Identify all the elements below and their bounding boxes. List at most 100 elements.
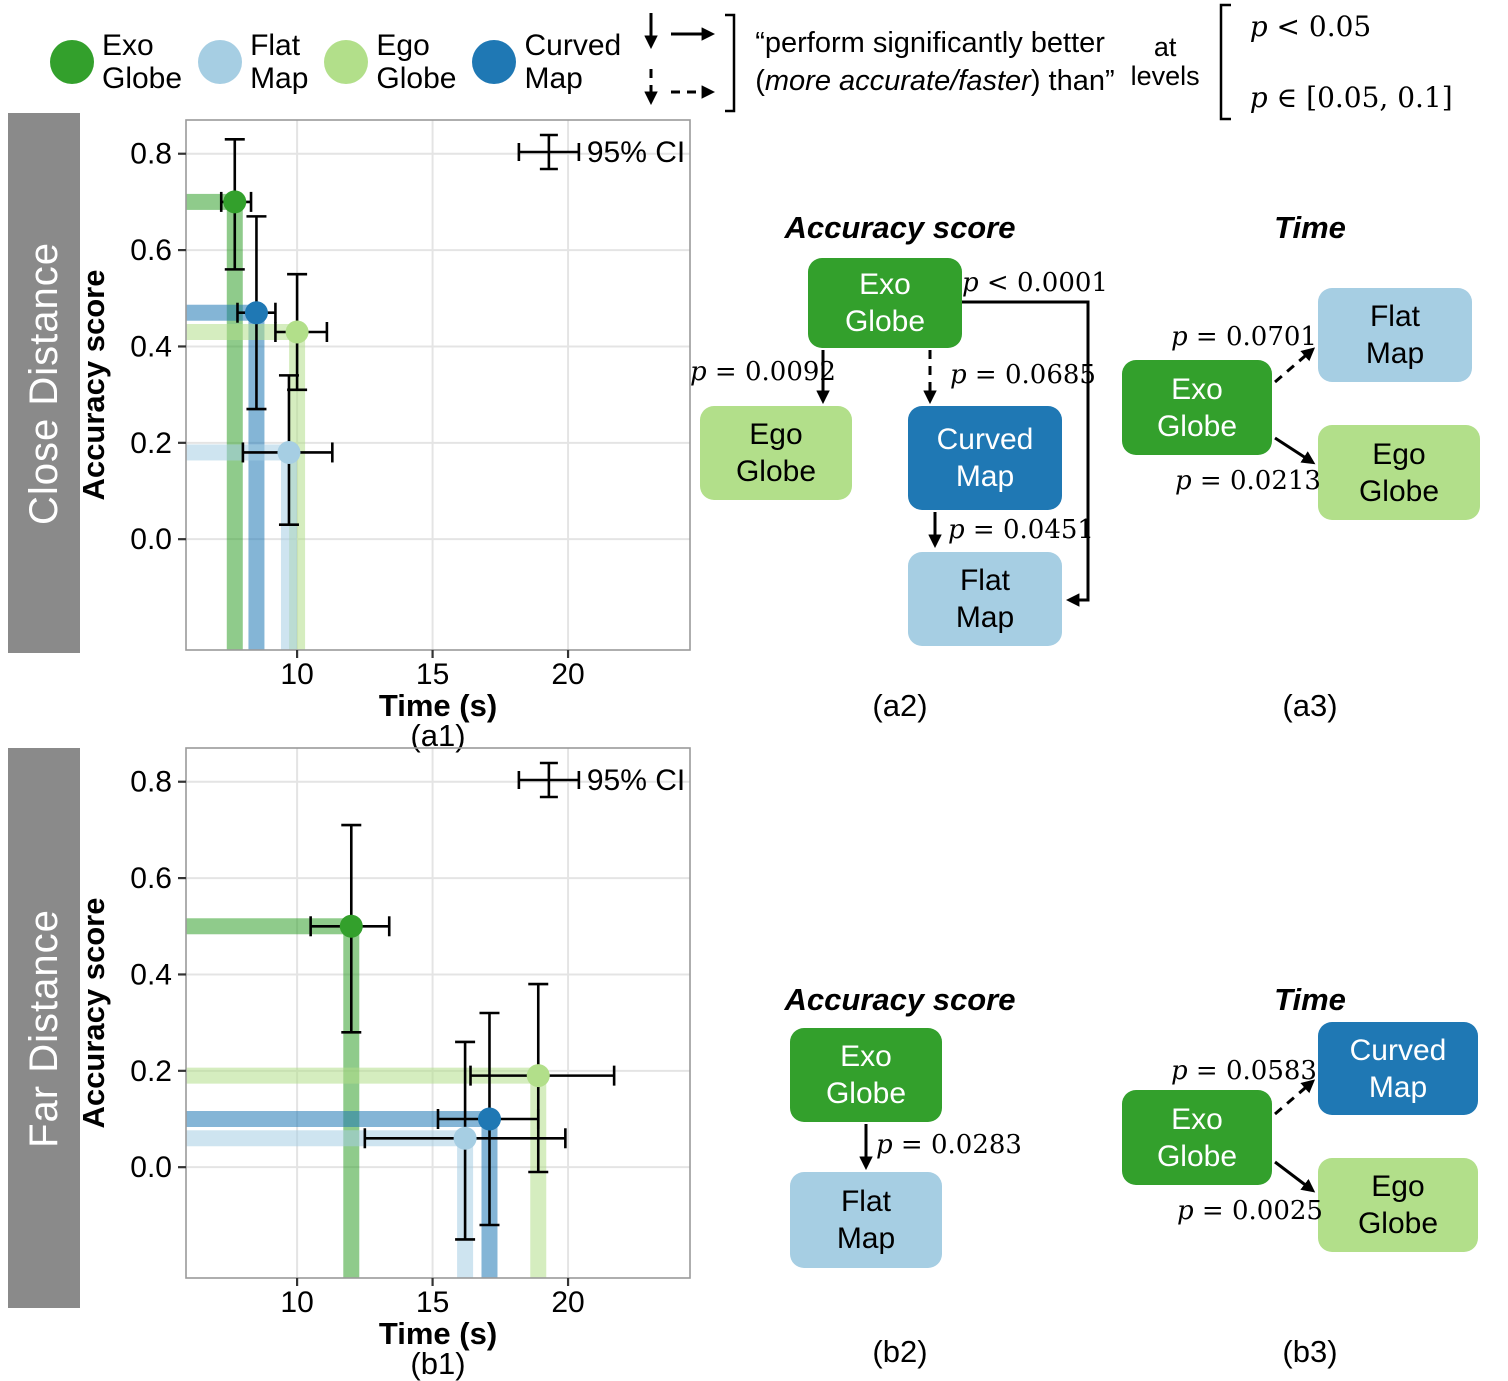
quote-line2-post: ) than” xyxy=(1030,65,1115,97)
legend-label-line: Globe xyxy=(376,62,457,95)
node-label-line: Exo xyxy=(1171,1102,1223,1136)
node-curved-map: Curved Map xyxy=(908,406,1062,510)
node-exo-globe: Exo Globe xyxy=(1122,360,1272,455)
node-flat-map: Flat Map xyxy=(790,1172,942,1268)
svg-text:0.8: 0.8 xyxy=(130,138,172,171)
diagram-time-close: Time Exo Globe Flat Map Ego Globe p = 0.… xyxy=(1115,210,1505,730)
legend-label-line: Globe xyxy=(102,62,183,95)
legend-label: Flat Map xyxy=(250,29,308,95)
p-value-label: p = 0.0583 xyxy=(1171,1056,1317,1086)
node-label-line: Flat xyxy=(959,564,1010,597)
p-value-label: p = 0.0685 xyxy=(950,360,1096,390)
node-label-line: Ego xyxy=(1372,437,1426,471)
svg-text:Time (s): Time (s) xyxy=(379,1316,497,1351)
node-label-line: Exo xyxy=(840,1040,892,1073)
data-point-curved xyxy=(244,301,268,325)
diagram-accuracy-far: Accuracy score Exo Globe Flat Map p = 0.… xyxy=(690,982,1110,1381)
data-point-ego xyxy=(285,320,309,344)
node-label-line: Exo xyxy=(859,268,911,301)
node-label-line: Map xyxy=(955,601,1015,634)
curved-map-swatch-icon xyxy=(472,40,517,84)
diagram-caption: (b2) xyxy=(872,1334,928,1369)
legend-label-line: Map xyxy=(524,62,583,95)
quote-line2-italic: more accurate/faster xyxy=(764,65,1031,97)
svg-text:0.6: 0.6 xyxy=(130,234,172,267)
diagram-title: Accuracy score xyxy=(784,210,1016,245)
node-label-line: Map xyxy=(1365,337,1425,370)
at-levels-label: at levels xyxy=(1131,33,1200,91)
node-label-line: Flat xyxy=(840,1185,891,1218)
legend-label: Ego Globe xyxy=(376,29,456,95)
svg-text:0.8: 0.8 xyxy=(130,766,172,799)
legend-label-line: Map xyxy=(250,62,309,95)
p-value-label: p < 0.0001 xyxy=(962,268,1108,298)
scatter-plot-b1: 10 15 20 0.0 0.2 0.4 0.6 0.8 Time (s) Accuracy sc… xyxy=(76,747,691,1381)
p-value-label: p = 0.0213 xyxy=(1175,466,1321,496)
p-level-solid: p < 0.05 xyxy=(1249,10,1372,43)
row-label-close-distance: Close Distance xyxy=(8,113,80,653)
plot-far-distance-container: 10 15 20 0.0 0.2 0.4 0.6 0.8 Time (s) Accuracy sc… xyxy=(76,736,698,1381)
diagram-caption: (a3) xyxy=(1282,688,1338,723)
node-label-line: Map xyxy=(955,460,1015,493)
p-value-label: p = 0.0701 xyxy=(1171,322,1317,352)
legend-label-line: Ego xyxy=(376,29,430,62)
legend-item-exo-globe: Exo Globe xyxy=(50,29,182,95)
diagram-arrows xyxy=(1274,347,1316,465)
ego-globe-swatch-icon xyxy=(324,40,369,84)
legend-label-line: Curved xyxy=(524,29,622,62)
data-point-curved xyxy=(477,1107,501,1131)
svg-text:0.4: 0.4 xyxy=(130,958,172,991)
svg-text:Accuracy score: Accuracy score xyxy=(78,270,111,501)
diagram-arrows xyxy=(816,300,1090,607)
svg-text:20: 20 xyxy=(551,1286,584,1319)
node-label-line: Flat xyxy=(1369,300,1420,333)
node-label-line: Globe xyxy=(1358,474,1440,508)
node-label-line: Ego xyxy=(1371,1170,1425,1203)
svg-text:0.0: 0.0 xyxy=(130,1151,172,1184)
svg-text:0.4: 0.4 xyxy=(130,330,172,363)
plot-close-distance-container: 10 15 20 0.0 0.2 0.4 0.6 0.8 Time (s) Accuracy sc… xyxy=(76,108,698,761)
node-ego-globe: Ego Globe xyxy=(700,406,852,500)
diagram-arrows xyxy=(859,1124,873,1171)
svg-text:(b1): (b1) xyxy=(410,1346,465,1381)
node-exo-globe: Exo Globe xyxy=(1122,1090,1272,1185)
svg-text:95% CI: 95% CI xyxy=(587,764,685,797)
p-levels: p < 0.05 p ∈ [0.05, 0.1] xyxy=(1250,10,1453,114)
svg-text:10: 10 xyxy=(280,1286,313,1319)
svg-text:15: 15 xyxy=(416,658,449,691)
at-word: at xyxy=(1153,32,1177,62)
quote-line2-pre: ( xyxy=(755,65,765,97)
node-label-line: Globe xyxy=(1156,409,1238,443)
svg-text:0.0: 0.0 xyxy=(130,523,172,556)
svg-text:0.2: 0.2 xyxy=(130,427,172,460)
data-point-flat xyxy=(453,1126,477,1150)
node-label-line: Ego xyxy=(749,418,803,451)
row-label-text: Far Distance xyxy=(21,908,66,1148)
p-value-label: p = 0.0451 xyxy=(948,515,1094,545)
svg-text:95% CI: 95% CI xyxy=(587,136,685,169)
data-point-exo xyxy=(223,190,247,214)
data-point-exo xyxy=(339,914,363,938)
diagram-time-far: Time Exo Globe Curved Map Ego Globe p = … xyxy=(1115,982,1505,1381)
node-label-line: Map xyxy=(836,1222,896,1255)
p-level-dashed: p ∈ [0.05, 0.1] xyxy=(1249,81,1453,114)
legend-item-curved-map: Curved Map xyxy=(472,29,621,95)
diagram-title: Accuracy score xyxy=(784,982,1016,1017)
levels-bracket-icon xyxy=(1219,3,1231,121)
data-point-ego xyxy=(526,1064,550,1088)
diagram-caption: (b3) xyxy=(1282,1334,1338,1369)
node-label-line: Curved xyxy=(1349,1033,1447,1067)
node-label-line: Curved xyxy=(936,423,1034,456)
node-curved-map: Curved Map xyxy=(1318,1022,1478,1115)
significance-arrow-key-icon xyxy=(644,13,736,113)
diagram-title: Time xyxy=(1274,210,1346,245)
node-label-line: Globe xyxy=(1357,1207,1439,1240)
svg-text:0.2: 0.2 xyxy=(130,1055,172,1088)
node-flat-map: Flat Map xyxy=(908,552,1062,646)
legend-label: Curved Map xyxy=(524,29,621,95)
row-label-text: Close Distance xyxy=(21,241,66,525)
scatter-plot-a1: 10 15 20 0.0 0.2 0.4 0.6 0.8 Time (s) Accuracy sc… xyxy=(76,119,691,753)
svg-text:Accuracy score: Accuracy score xyxy=(78,898,111,1129)
node-exo-globe: Exo Globe xyxy=(790,1028,942,1122)
